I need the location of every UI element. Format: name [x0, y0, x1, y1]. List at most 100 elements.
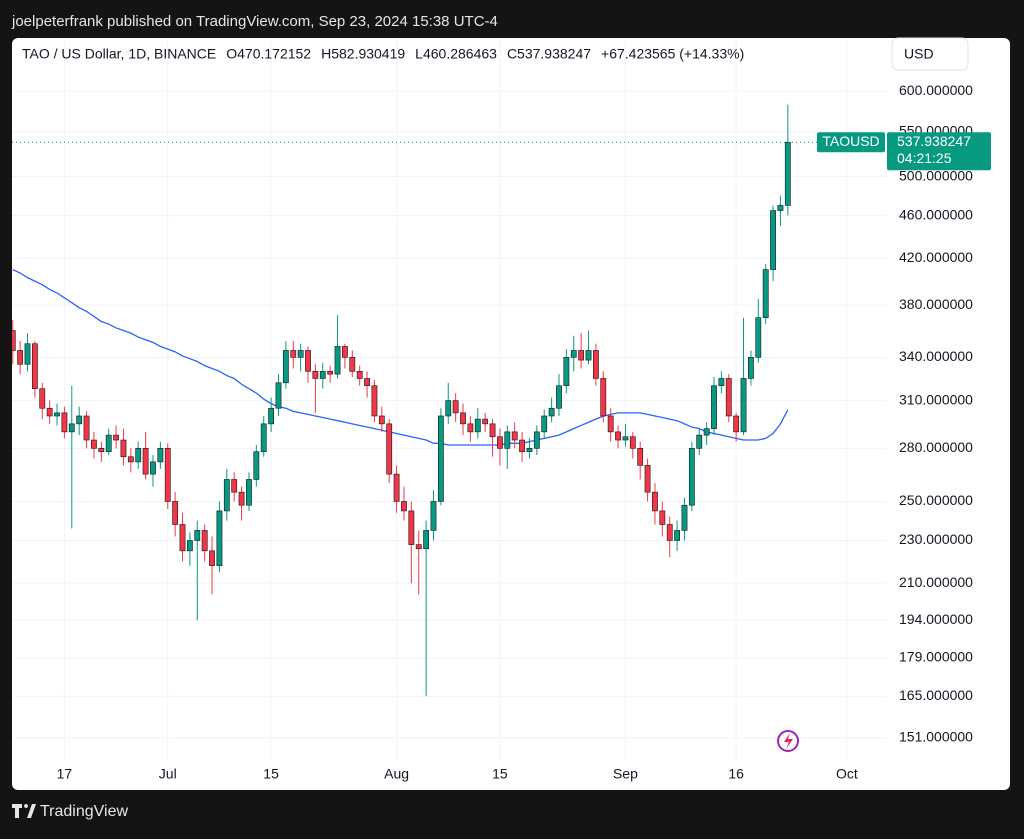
candle-body [172, 501, 179, 525]
candle-body [209, 550, 215, 566]
symbol-badge [817, 132, 885, 153]
candle-body [268, 407, 274, 425]
legend-item: TAO / US Dollar, 1D, BINANCE [22, 46, 216, 62]
candle-body [113, 434, 119, 441]
candle-body [445, 400, 452, 417]
candle-body [592, 350, 599, 379]
last-price-label: 537.938247 [897, 133, 971, 149]
candle-body [688, 448, 695, 506]
countdown-label: 04:21:25 [897, 150, 952, 166]
candle-body [342, 346, 348, 358]
candle-body [364, 378, 370, 387]
plot-area [12, 104, 791, 697]
candle-body [349, 357, 356, 372]
candle-body [253, 451, 260, 480]
y-tick-label: 600.000000 [899, 82, 973, 98]
currency-label: USD [904, 46, 934, 62]
candle-body [637, 448, 644, 466]
legend-item: +67.423565 (+14.33%) [601, 46, 744, 62]
legend-item: H582.930419 [321, 46, 405, 62]
candle-body [652, 491, 658, 512]
candle-body [76, 415, 83, 425]
candle-body [290, 350, 297, 358]
candle-body [68, 423, 75, 433]
candle-body [91, 439, 97, 449]
y-tick-label: 210.000000 [899, 574, 973, 590]
candle-body [578, 350, 585, 361]
candle-body [474, 418, 481, 433]
candle-body [430, 501, 437, 531]
logo [12, 804, 36, 818]
candle-body [718, 378, 725, 387]
candle-body [61, 412, 68, 433]
candle-body [83, 415, 90, 441]
candle-body [696, 434, 703, 449]
candle-body [452, 400, 459, 414]
candle-body [334, 346, 341, 375]
axes: 600.000000550.000000500.000000460.000000… [12, 82, 991, 782]
candle-body [98, 448, 105, 452]
candle-body [674, 530, 680, 541]
candle-body [563, 357, 570, 387]
candle-body [179, 524, 186, 552]
candle-body [482, 418, 489, 425]
candle-body [319, 371, 326, 379]
candle-body [585, 350, 592, 361]
candle-body [423, 530, 430, 550]
publish-header: joelpeterfrank published on TradingView.… [11, 13, 498, 30]
y-tick-label: 151.000000 [899, 728, 973, 744]
candle-body [305, 350, 311, 372]
candle-body [408, 510, 415, 545]
moving-average [12, 268, 789, 446]
candle-body [755, 317, 762, 358]
candle-body [666, 524, 673, 541]
candle-body [644, 465, 651, 493]
candle-body [127, 456, 134, 463]
x-tick-label: 15 [492, 766, 508, 782]
legend-item: L460.286463 [415, 46, 497, 62]
candle-body [467, 423, 474, 433]
candle-body [762, 269, 769, 318]
y-tick-label: 500.000000 [899, 167, 973, 183]
candle-body [371, 385, 378, 417]
candle-body [157, 448, 164, 463]
icon [777, 730, 799, 752]
candle-body [622, 436, 629, 441]
candle-body [39, 388, 46, 409]
candle-body [312, 371, 319, 379]
candle-body [548, 407, 555, 417]
candle-body [31, 343, 38, 389]
candle-body [164, 448, 171, 502]
y-tick-label: 420.000000 [899, 249, 973, 265]
footer-brand: TradingView [40, 803, 128, 820]
candle-body [282, 350, 289, 384]
x-tick-label: Jul [159, 766, 177, 782]
ohlc-legend: TAO / US Dollar, 1D, BINANCE O470.172152 H… [22, 46, 744, 62]
candle-body [533, 431, 540, 449]
candle-body [327, 371, 334, 375]
candle-body [401, 501, 407, 512]
candle-body [460, 412, 466, 425]
candle-body [378, 415, 385, 425]
candle-body [135, 448, 142, 463]
y-tick-label: 310.000000 [899, 391, 973, 407]
candle-body [194, 530, 201, 541]
y-tick-label: 280.000000 [899, 439, 973, 455]
candle-body [437, 415, 444, 502]
candle-body [519, 439, 525, 452]
candle-body [216, 510, 223, 566]
candle-body [733, 415, 740, 433]
candle-body [201, 530, 208, 552]
candle-body [187, 540, 193, 552]
price-badge [887, 132, 991, 171]
legend-item: C537.938247 [507, 46, 591, 62]
y-tick-label: 230.000000 [899, 531, 973, 547]
x-tick-label: 16 [728, 766, 744, 782]
candle-body [223, 479, 230, 512]
currency-button[interactable] [891, 37, 969, 71]
candle-body [748, 357, 754, 379]
candle-body [105, 434, 112, 452]
x-tick-label: Sep [613, 766, 638, 782]
x-tick-label: Oct [836, 766, 858, 782]
